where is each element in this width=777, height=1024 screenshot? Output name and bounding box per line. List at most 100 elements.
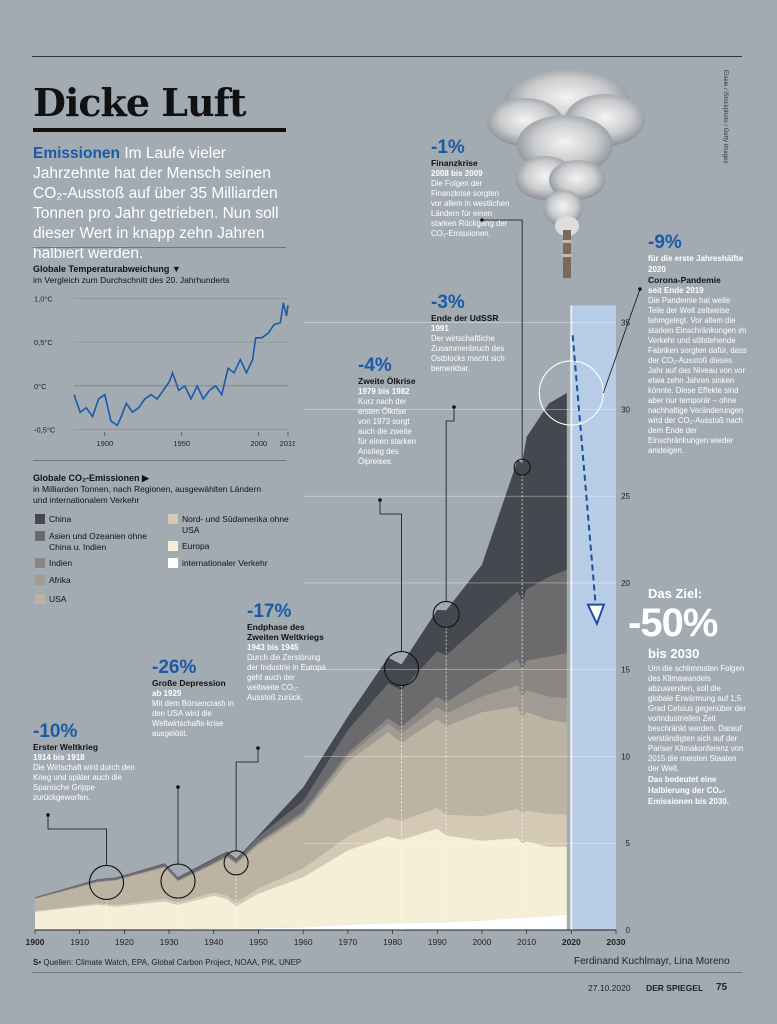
x-tick-label: 1940 — [204, 937, 223, 947]
smoke-photo — [487, 70, 645, 278]
temp-chart-subtitle: im Vergleich zum Durchschnitt des 20. Ja… — [33, 275, 230, 285]
legend-swatch — [168, 514, 178, 524]
area-europa — [35, 828, 567, 930]
footer-page: 75 — [716, 982, 728, 993]
x-tick-label: 1910 — [70, 937, 89, 947]
event-title: Corona-Pandemie — [648, 275, 721, 285]
annotation-leader — [602, 288, 641, 394]
title-rule — [33, 128, 286, 132]
event-title: Ende der UdSSR — [431, 313, 499, 323]
x-tick-label: 1980 — [383, 937, 402, 947]
legend-label: USA — [49, 594, 67, 604]
y-tick-label: 20 — [621, 579, 630, 588]
event-text: Der wirtschaftliche Zusammenbruch des Os… — [431, 334, 505, 373]
page-title: Dicke Luft — [33, 80, 247, 125]
annotation-leader — [482, 219, 523, 460]
authors: Ferdinand Kuchlmayr, Lina Moreno — [574, 956, 730, 967]
footer-magazine: DER SPIEGEL — [646, 983, 704, 993]
x-tick-label: 2020 — [562, 937, 581, 947]
event-date: ab 1929 — [152, 689, 182, 698]
temp-chart-title: Globale Temperaturabweichung ▼ — [33, 264, 181, 274]
sources: S• Quellen: Climate Watch, EPA, Global C… — [33, 958, 302, 967]
event-pct: -3% — [431, 292, 465, 313]
event-text: Die Wirtschaft wird durch den Krieg und … — [33, 763, 135, 802]
event-pct: -1% — [431, 137, 465, 158]
legend-swatch — [35, 594, 45, 604]
area-nord-und-s-damerika-ohne-usa — [35, 807, 567, 912]
emissions-title: Globale CO₂-Emissionen ▶ — [33, 473, 149, 483]
annotation-dot — [638, 287, 642, 291]
y-tick-label: 30 — [621, 405, 630, 414]
area-internationaler-verkehr — [35, 914, 567, 930]
temp-y-tick-label: 0,5°C — [34, 338, 53, 347]
temp-y-tick-label: 0°C — [34, 382, 47, 391]
divider — [33, 460, 286, 461]
x-tick-label: 2010 — [517, 937, 536, 947]
area-china — [35, 393, 567, 898]
annotation-dot — [176, 785, 180, 789]
event-pct: -17% — [247, 601, 292, 622]
event-text: Mit dem Börsencrash in den USA wird die … — [152, 699, 234, 738]
x-tick-label: 1930 — [160, 937, 179, 947]
goal-label: Das Ziel: — [648, 586, 703, 601]
legend-label: Indien — [49, 558, 73, 568]
event-title: Endphase des Zweiten Weltkriegs — [247, 622, 324, 642]
event-pct: -10% — [33, 721, 78, 742]
top-rule — [32, 56, 742, 57]
lead-keyword: Emissionen — [33, 145, 120, 162]
legend-label: China — [49, 514, 72, 524]
event-pct: -4% — [358, 355, 392, 376]
event-financial-crisis: -1% Finanzkrise 2008 bis 2009 Die Folgen… — [431, 138, 511, 239]
y-tick-label: 25 — [621, 492, 630, 501]
x-tick-label: 2000 — [472, 937, 491, 947]
annotation-leader — [47, 815, 107, 866]
event-ww1: -10% Erster Weltkrieg 1914 bis 1918 Die … — [33, 722, 143, 803]
x-tick-label: 1900 — [26, 937, 45, 947]
legend-label: internationaler Verkehr — [182, 558, 268, 568]
x-tick-label: 1990 — [428, 937, 447, 947]
y-tick-label: 35 — [621, 319, 630, 328]
legend-swatch — [168, 558, 178, 568]
event-text: Kurz nach der ersten Ölkrise von 1973 so… — [358, 397, 417, 466]
lead-text: Im Laufe vieler Jahrzehnte hat der Mensc… — [33, 145, 279, 262]
annotation-dot — [480, 218, 484, 222]
annotation-dot — [378, 498, 382, 502]
event-title: Große Depression — [152, 678, 226, 688]
event-title: Erster Weltkrieg — [33, 742, 99, 752]
event-pct: -26% — [152, 657, 197, 678]
event-text: Durch die Zerstörung der Industrie in Eu… — [247, 653, 326, 702]
target-arrow-line — [571, 335, 597, 608]
event-date: 1979 bis 1982 — [358, 387, 410, 396]
temp-x-tick-label: 1950 — [173, 439, 190, 448]
legend-swatch — [35, 575, 45, 585]
divider — [33, 247, 286, 248]
legend-swatch — [35, 558, 45, 568]
footer-rule — [32, 972, 742, 973]
temp-y-tick-label: 1,0°C — [34, 294, 53, 303]
spiegel-logo-icon: S• — [33, 958, 42, 967]
goal-text: Um die schlimmsten Folgen des Klimawande… — [648, 664, 746, 773]
x-tick-label: 1920 — [115, 937, 134, 947]
legend-swatch — [35, 514, 45, 524]
event-oil-crisis: -4% Zweite Ölkrise 1979 bis 1982 Kurz na… — [358, 356, 420, 467]
annotation-dot — [452, 405, 456, 409]
event-pct: -9% — [648, 232, 682, 253]
event-date: 2008 bis 2009 — [431, 169, 483, 178]
emissions-subtitle: in Milliarden Tonnen, nach Regionen, aus… — [33, 484, 262, 505]
temp-x-tick-label: 1900 — [96, 439, 113, 448]
temp-x-tick-label: 2019 — [280, 439, 295, 448]
event-date: 1991 — [431, 324, 449, 333]
legend-label: Asien und Ozeanien ohne China u. Indien — [49, 531, 147, 552]
event-depression: -26% Große Depression ab 1929 Mit dem Bö… — [152, 658, 240, 739]
event-text: Die Pandemie hat weite Teile der Welt ze… — [648, 296, 747, 455]
temperature-chart: 1,0°C 0,5°C 0°C -0,5°C 1900 1950 2000 2019 — [34, 294, 295, 448]
lead-paragraph: Emissionen Im Laufe vieler Jahrzehnte ha… — [33, 144, 295, 264]
footer-date: 27.10.2020 — [588, 983, 631, 993]
event-ussr: -3% Ende der UdSSR 1991 Der wirtschaftli… — [431, 293, 507, 374]
x-tick-label: 1960 — [294, 937, 313, 947]
goal-pct: -50% — [628, 601, 718, 645]
event-title: Zweite Ölkrise — [358, 376, 416, 386]
target-arrow-head — [586, 603, 606, 627]
temp-x-tick-label: 2000 — [250, 439, 267, 448]
